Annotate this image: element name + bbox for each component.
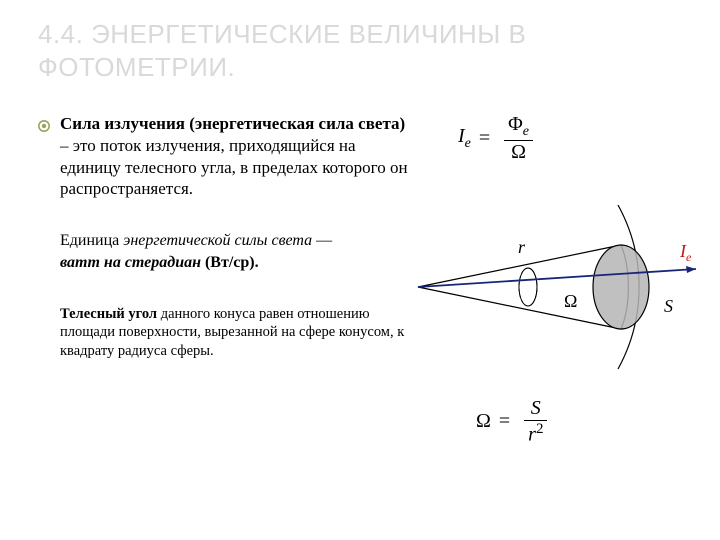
content-row: Сила излучения (энергетическая сила свет… <box>38 109 682 360</box>
f2-num: S <box>524 397 547 421</box>
para1-rest: – это поток излучения, приходящийся на е… <box>60 136 408 199</box>
f2-r: r <box>528 424 536 446</box>
label-S: S <box>664 296 673 316</box>
para2-it: энергетической силы света <box>123 232 312 249</box>
cap-disc <box>593 245 649 329</box>
eq-sign-1: = <box>479 127 490 150</box>
f2-r-sup: 2 <box>536 421 544 437</box>
formula-omega: Ω = S r2 <box>476 397 547 447</box>
label-r: r <box>518 237 526 257</box>
inner-circle-front-right <box>528 268 537 306</box>
f2-lhs: Ω <box>476 410 491 433</box>
bullet-item: Сила излучения (энергетическая сила свет… <box>38 113 408 200</box>
para-3: Телесный угол данного конуса равен отнош… <box>38 305 408 361</box>
f2-fraction: S r2 <box>524 397 547 447</box>
inner-circle-back <box>519 268 528 306</box>
para1-bold: Сила излучения (энергетическая сила свет… <box>60 114 405 133</box>
f1-I-sub: e <box>465 136 471 151</box>
label-Ie: Ie <box>679 241 692 264</box>
f1-I: I <box>458 125 465 147</box>
para2-t2: — <box>312 232 332 249</box>
para2-b: ватт на стерадиан <box>60 254 201 271</box>
formula-intensity: Ie = Φe Ω <box>458 113 533 164</box>
f2-den: r2 <box>524 421 547 447</box>
right-column: Ie = Φe Ω <box>428 109 682 360</box>
formula1-lhs: Ie <box>458 125 471 152</box>
para-1: Сила излучения (энергетическая сила свет… <box>60 113 408 200</box>
para3-b: Телесный угол <box>60 306 157 322</box>
cone-diagram: r Ie Ω S <box>408 197 708 377</box>
f1-fraction: Φe Ω <box>504 113 533 164</box>
arrow-head <box>686 266 696 273</box>
f1-num: Φe <box>504 113 533 141</box>
label-Omega: Ω <box>564 291 577 311</box>
slide-title: 4.4. ЭНЕРГЕТИЧЕСКИЕ ВЕЛИЧИНЫ В ФОТОМЕТРИ… <box>38 18 682 83</box>
f1-Phi: Φ <box>508 113 523 135</box>
para2-t3: (Вт/ср). <box>201 254 259 271</box>
left-column: Сила излучения (энергетическая сила свет… <box>38 109 408 360</box>
para2-t1: Единица <box>60 232 123 249</box>
para-2: Единица энергетической силы света — ватт… <box>38 230 408 275</box>
eq-sign-2: = <box>499 410 510 433</box>
f1-den: Ω <box>504 141 533 164</box>
f1-Phi-sub: e <box>523 124 529 139</box>
bullet-icon <box>38 119 50 137</box>
